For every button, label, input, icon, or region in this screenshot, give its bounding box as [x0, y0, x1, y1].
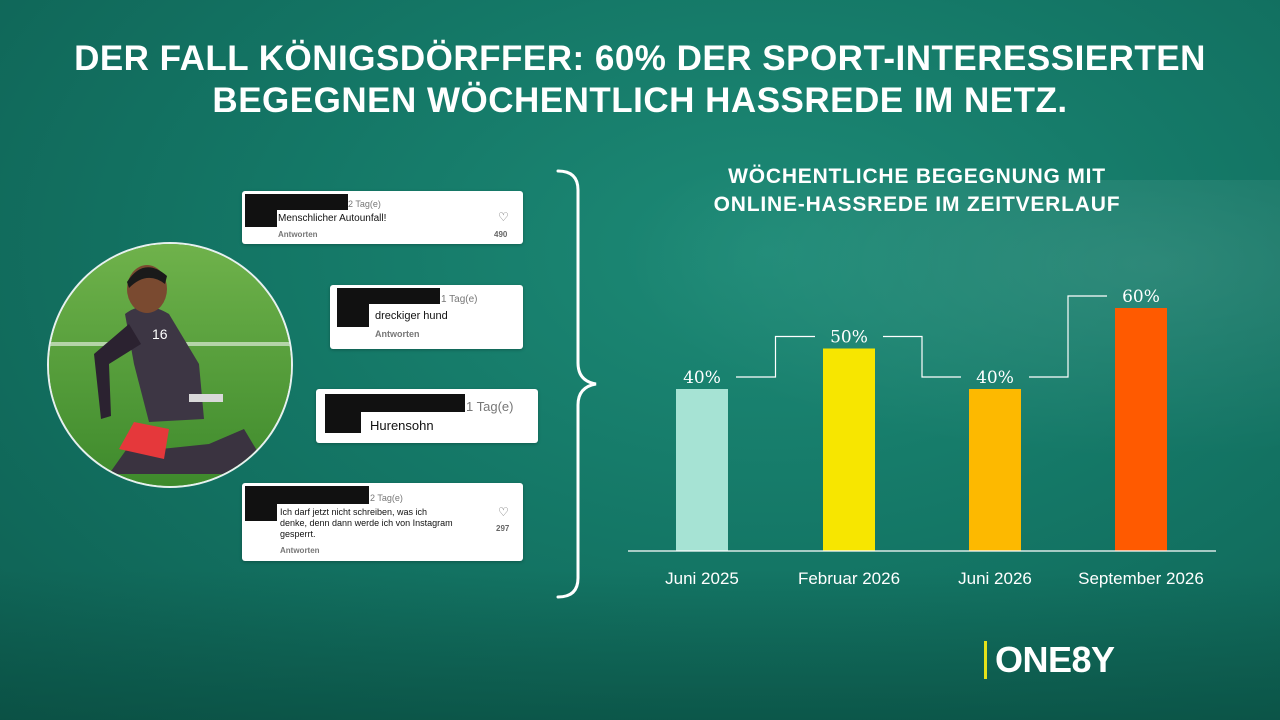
connector-lines: [736, 295, 1107, 378]
category-label-1: Juni 2025: [665, 569, 739, 588]
redacted-username: [325, 394, 465, 412]
headline-line-2: BEGEGNEN WÖCHENTLICH HASSREDE IM NETZ.: [212, 81, 1068, 120]
bar-4: [1115, 308, 1167, 551]
heart-icon[interactable]: ♡: [498, 210, 509, 224]
comment-time: 2 Tag(e): [348, 199, 381, 209]
redacted-avatar: [325, 411, 361, 433]
redacted-username: [245, 486, 369, 504]
hate-comment-3: 1 Tag(e) Hurensohn: [316, 389, 538, 443]
comment-time: 2 Tag(e): [370, 493, 403, 503]
comment-time: 1 Tag(e): [441, 294, 478, 305]
redacted-avatar: [245, 503, 277, 521]
headline-line-1: DER FALL KÖNIGSDÖRFFER: 60% DER SPORT-IN…: [74, 39, 1206, 78]
bar-1: [676, 389, 728, 551]
player-photo: 16: [49, 244, 291, 486]
one8y-logo: ONE8Y: [984, 639, 1115, 680]
comment-text-line-1: Ich darf jetzt nicht schreiben, was ich: [280, 507, 428, 517]
category-labels: Juni 2025 Februar 2026 Juni 2026 September …: [665, 569, 1204, 588]
value-label-1: 40%: [683, 368, 721, 388]
category-label-3: Juni 2026: [958, 569, 1032, 588]
player-illustration: 16: [49, 244, 291, 486]
svg-text:16: 16: [152, 326, 168, 342]
bar-3: [969, 389, 1021, 551]
curly-brace: [556, 169, 597, 599]
value-labels: 40% 50% 40% 60%: [683, 287, 1160, 388]
category-label-4: September 2026: [1078, 569, 1204, 588]
hate-comment-1: 2 Tag(e) Menschlicher Autounfall! Antwor…: [242, 191, 523, 244]
bar-chart: 40%50%40%60% Juni 2025 Februar 2026 Juni 2…: [628, 287, 1216, 588]
reply-link[interactable]: Antworten: [375, 329, 420, 339]
background-turf: [0, 570, 1280, 720]
redacted-avatar: [245, 207, 277, 227]
reply-link[interactable]: Antworten: [278, 230, 318, 239]
value-label-4: 60%: [1122, 287, 1160, 307]
comment-text: Hurensohn: [370, 418, 434, 433]
redacted-avatar: [337, 301, 369, 327]
comment-text: dreckiger hund: [375, 310, 448, 322]
comment-text-line-2: denke, denn dann werde ich von Instagram: [280, 518, 453, 528]
background-glow: [620, 180, 1280, 460]
reply-link[interactable]: Antworten: [280, 546, 320, 555]
redacted-username: [245, 194, 348, 210]
category-label-2: Februar 2026: [798, 569, 900, 588]
chart-title: WÖCHENTLICHE BEGEGNUNG MIT ONLINE-HASSRE…: [620, 163, 1214, 219]
like-count: 297: [496, 524, 510, 533]
value-label-2: 50%: [830, 328, 868, 348]
heart-icon[interactable]: ♡: [498, 505, 509, 519]
chart-title-line-1: WÖCHENTLICHE BEGEGNUNG MIT: [728, 165, 1106, 188]
chart-title-line-2: ONLINE-HASSREDE IM ZEITVERLAUF: [713, 193, 1121, 216]
comment-text-line-3: gesperrt.: [280, 529, 316, 539]
like-count: 490: [494, 230, 508, 239]
page-headline: DER FALL KÖNIGSDÖRFFER: 60% DER SPORT-IN…: [40, 38, 1240, 122]
bars: [676, 308, 1167, 551]
comment-text: Menschlicher Autounfall!: [278, 213, 387, 224]
connector-3: [1029, 295, 1107, 378]
hate-comment-4: 2 Tag(e) Ich darf jetzt nicht schreiben,…: [242, 483, 523, 561]
value-label-3: 40%: [976, 368, 1014, 388]
bar-2: [823, 348, 875, 551]
hate-comment-2: 1 Tag(e) dreckiger hund Antworten: [330, 285, 523, 349]
connector-2: [883, 335, 961, 378]
connector-1: [736, 335, 815, 378]
logo-wordmark: ONE8Y: [995, 639, 1115, 680]
redacted-username: [337, 288, 440, 304]
comment-time: 1 Tag(e): [466, 399, 514, 414]
logo-accent-bar: [984, 641, 987, 679]
